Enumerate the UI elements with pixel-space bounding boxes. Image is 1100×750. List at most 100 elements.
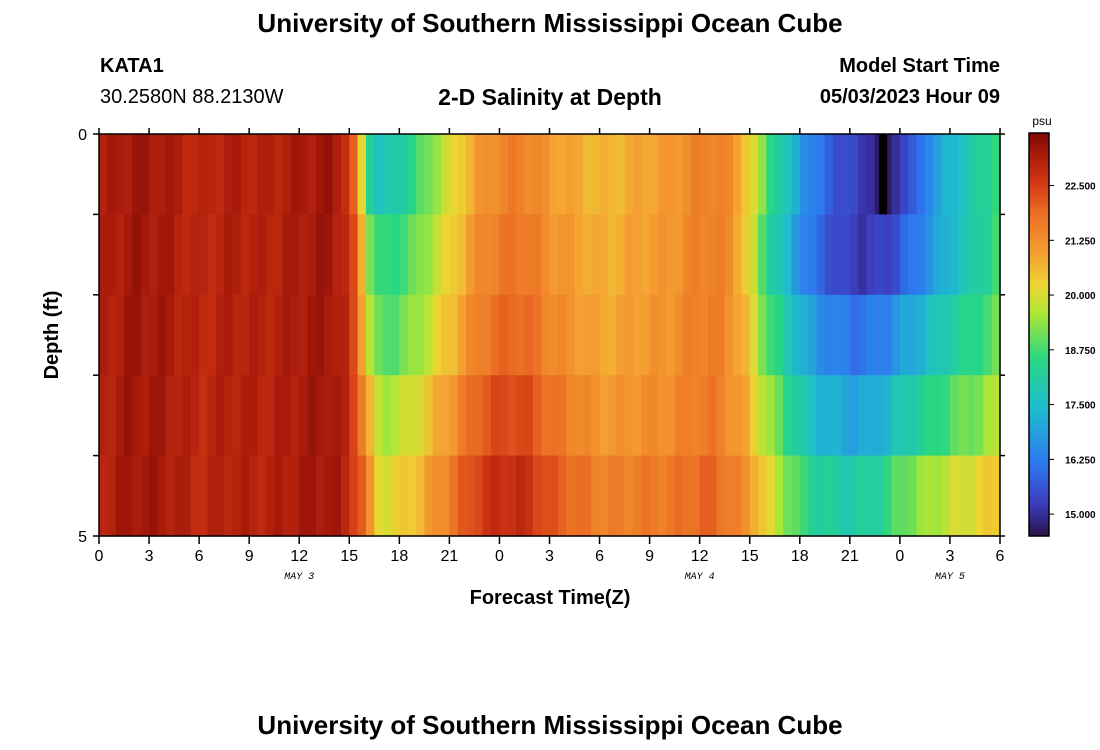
heatmap-cell: [883, 214, 893, 296]
heatmap-cell: [307, 375, 317, 457]
heatmap-cell: [824, 455, 834, 537]
heatmap-cell: [165, 455, 175, 537]
heatmap-cell: [441, 294, 450, 376]
heatmap-cell: [215, 134, 225, 215]
heatmap-cell: [949, 375, 959, 457]
heatmap-cell: [340, 134, 350, 215]
heatmap-cell: [265, 294, 275, 376]
heatmap-cell: [190, 455, 200, 537]
heatmap-cell: [799, 134, 809, 215]
heatmap-cell: [365, 375, 375, 457]
heatmap-cell: [733, 375, 742, 457]
heatmap-cell: [165, 214, 175, 296]
heatmap-cell: [482, 294, 492, 376]
heatmap-cell: [140, 375, 150, 457]
heatmap-cell: [282, 214, 292, 296]
heatmap-cell: [607, 375, 617, 457]
heatmap-cell: [632, 455, 642, 537]
heatmap-cell: [616, 455, 626, 537]
heatmap-cell: [165, 294, 175, 376]
heatmap-cell: [624, 214, 634, 296]
heatmap-cell: [516, 134, 526, 215]
heatmap-cell: [274, 375, 284, 457]
heatmap-cell: [557, 134, 567, 215]
heatmap-cell: [908, 294, 918, 376]
heatmap-cell: [199, 134, 209, 215]
x-tick-label: 9: [645, 548, 654, 565]
heatmap-cell: [349, 294, 359, 376]
heatmap-cell: [791, 375, 801, 457]
heatmap-cell: [682, 294, 692, 376]
heatmap-cell: [799, 294, 809, 376]
x-axis-label: Forecast Time(Z): [470, 587, 631, 609]
heatmap-cell: [282, 294, 292, 376]
heatmap-cell: [432, 134, 442, 215]
heatmap-cell: [174, 294, 184, 376]
heatmap-cell: [657, 134, 667, 215]
heatmap-cell: [949, 134, 959, 215]
heatmap-cell: [249, 375, 259, 457]
salinity-heatmap-chart: 0 3 6 9 12 15 18 21 0 3 6 9 12 15 18 21 0 3 6 MAY 3 MAY 4 MAY…: [41, 114, 1096, 609]
heatmap-cell: [207, 134, 217, 215]
heatmap-cell: [924, 375, 934, 457]
heatmap-cell: [724, 134, 734, 215]
heatmap-cell: [541, 134, 551, 215]
heatmap-cell: [399, 134, 409, 215]
heatmap-cell: [824, 214, 834, 296]
heatmap-cell: [532, 375, 542, 457]
heatmap-cell: [841, 294, 851, 376]
heatmap-cell: [691, 294, 701, 376]
heatmap-cell: [774, 214, 784, 296]
heatmap-cell: [449, 294, 459, 376]
heatmap-cell: [716, 375, 726, 457]
plot-title: 2-D Salinity at Depth: [438, 84, 662, 110]
heatmap-cell: [332, 214, 342, 296]
heatmap-cell: [382, 455, 392, 537]
heatmap-cell: [816, 294, 826, 376]
x-tick-label: 18: [390, 548, 408, 565]
heatmap-cell: [274, 134, 284, 215]
heatmap-cell: [749, 375, 759, 457]
heatmap-cell: [107, 214, 117, 296]
heatmap-cell: [641, 294, 651, 376]
heatmap-cell: [866, 455, 876, 537]
heatmap-cell: [824, 294, 834, 376]
heatmap-cell: [916, 294, 926, 376]
heatmap-cell: [866, 294, 876, 376]
heatmap-cell: [841, 375, 851, 457]
heatmap-cell: [232, 375, 242, 457]
colorbar-tick-label: 15.000: [1065, 510, 1096, 521]
heatmap-cell: [691, 455, 701, 537]
heatmap-cell: [357, 294, 367, 376]
date-label: MAY 3: [284, 572, 314, 583]
model-start-value: 05/03/2023 Hour 09: [819, 86, 1000, 108]
colorbar: [1028, 132, 1050, 537]
x-axis: 0 3 6 9 12 15 18 21 0 3 6 9 12 15 18 21 0 3 6 MAY 3 MAY 4 MAY…: [95, 128, 1005, 583]
heatmap-cell: [324, 455, 334, 537]
heatmap-cell: [232, 214, 242, 296]
heatmap-cell: [307, 134, 317, 215]
heatmap-cell: [933, 455, 943, 537]
heatmap-cell: [182, 375, 192, 457]
heatmap-cell: [324, 375, 334, 457]
heatmap-cell: [557, 375, 567, 457]
x-tick-label: 3: [145, 548, 154, 565]
heatmap-cell: [365, 455, 375, 537]
heatmap-cell: [641, 214, 651, 296]
heatmap-cell: [674, 294, 684, 376]
heatmap-cell: [257, 375, 267, 457]
heatmap-cell: [699, 294, 709, 376]
heatmap-cell: [574, 455, 584, 537]
heatmap-cell: [449, 134, 459, 215]
heatmap-cell: [574, 375, 584, 457]
heatmap-cell: [657, 455, 667, 537]
heatmap-cell: [824, 375, 834, 457]
heatmap-cell: [107, 294, 117, 376]
heatmap-cell: [599, 214, 609, 296]
heatmap-cell: [574, 214, 584, 296]
heatmap-cell: [432, 455, 442, 537]
heatmap-cell: [240, 294, 250, 376]
heatmap-cell: [808, 134, 818, 215]
heatmap-cell: [908, 375, 918, 457]
heatmap-cell: [799, 214, 809, 296]
